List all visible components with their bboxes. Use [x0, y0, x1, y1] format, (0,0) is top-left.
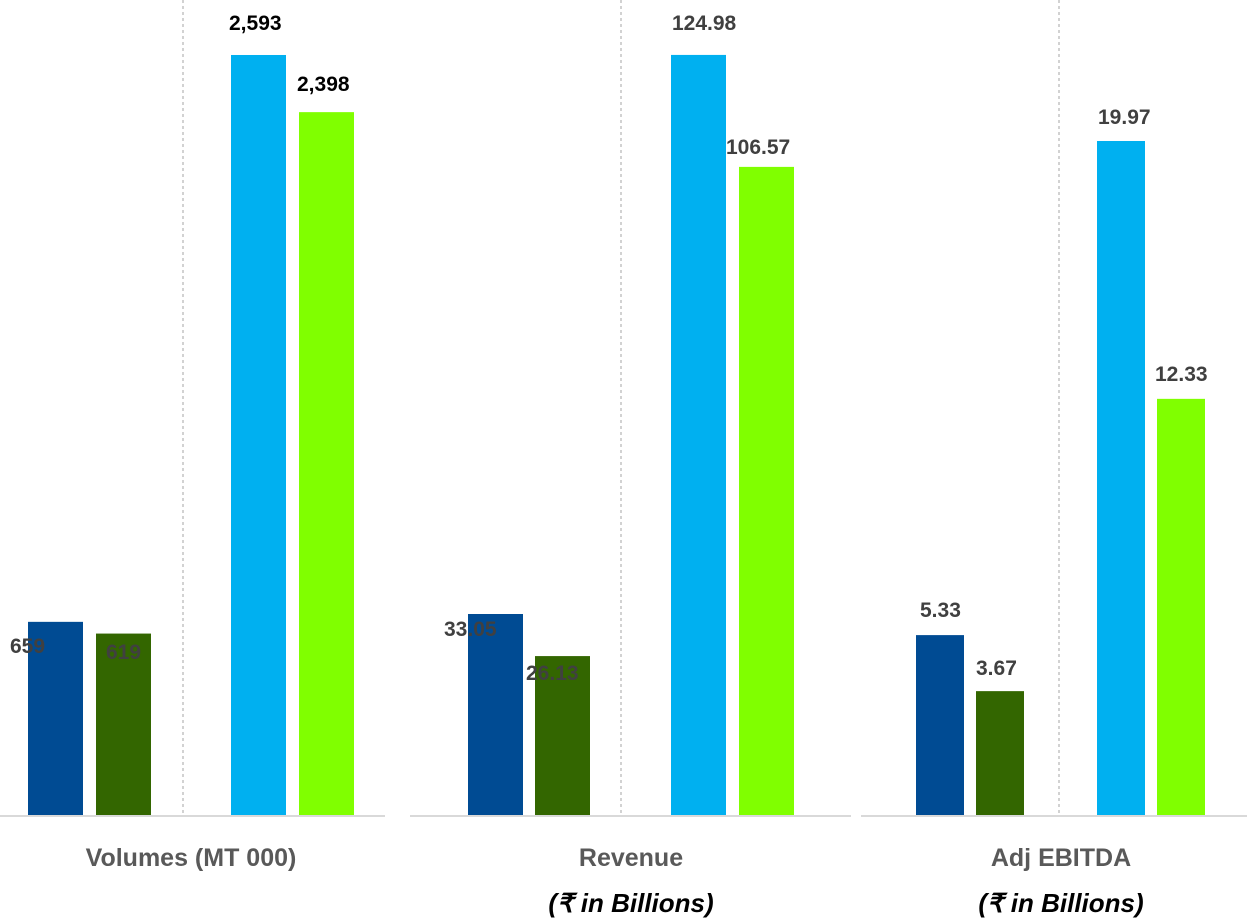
data-label: 619	[106, 641, 141, 664]
data-label: 124.98	[672, 12, 737, 35]
bar	[299, 112, 354, 816]
data-label: 12.33	[1155, 363, 1208, 386]
bar	[96, 633, 151, 815]
data-label: 5.33	[920, 599, 961, 622]
bar	[231, 54, 286, 815]
data-label: 659	[10, 635, 45, 658]
bar	[28, 621, 83, 815]
data-label: 33.05	[444, 618, 497, 641]
panel-title: Revenue	[579, 844, 683, 872]
bar	[1097, 140, 1145, 815]
data-label: 3.67	[976, 657, 1017, 680]
data-label: 19.97	[1098, 106, 1151, 129]
data-label: 2,593	[229, 12, 282, 35]
data-label: 26.13	[526, 662, 579, 685]
bar	[1157, 398, 1205, 815]
data-label: 106.57	[726, 136, 790, 159]
panel-title: Volumes (MT 000)	[86, 844, 297, 872]
bar	[976, 691, 1024, 815]
data-label: 2,398	[297, 73, 350, 96]
bar	[468, 614, 523, 815]
panel-unit-label: (₹ in Billions)	[978, 888, 1143, 918]
bar	[916, 635, 964, 815]
bar	[739, 166, 794, 815]
bar	[535, 656, 590, 815]
panel-unit-label: (₹ in Billions)	[548, 888, 713, 918]
bar	[671, 54, 726, 815]
panel-title: Adj EBITDA	[991, 844, 1131, 872]
